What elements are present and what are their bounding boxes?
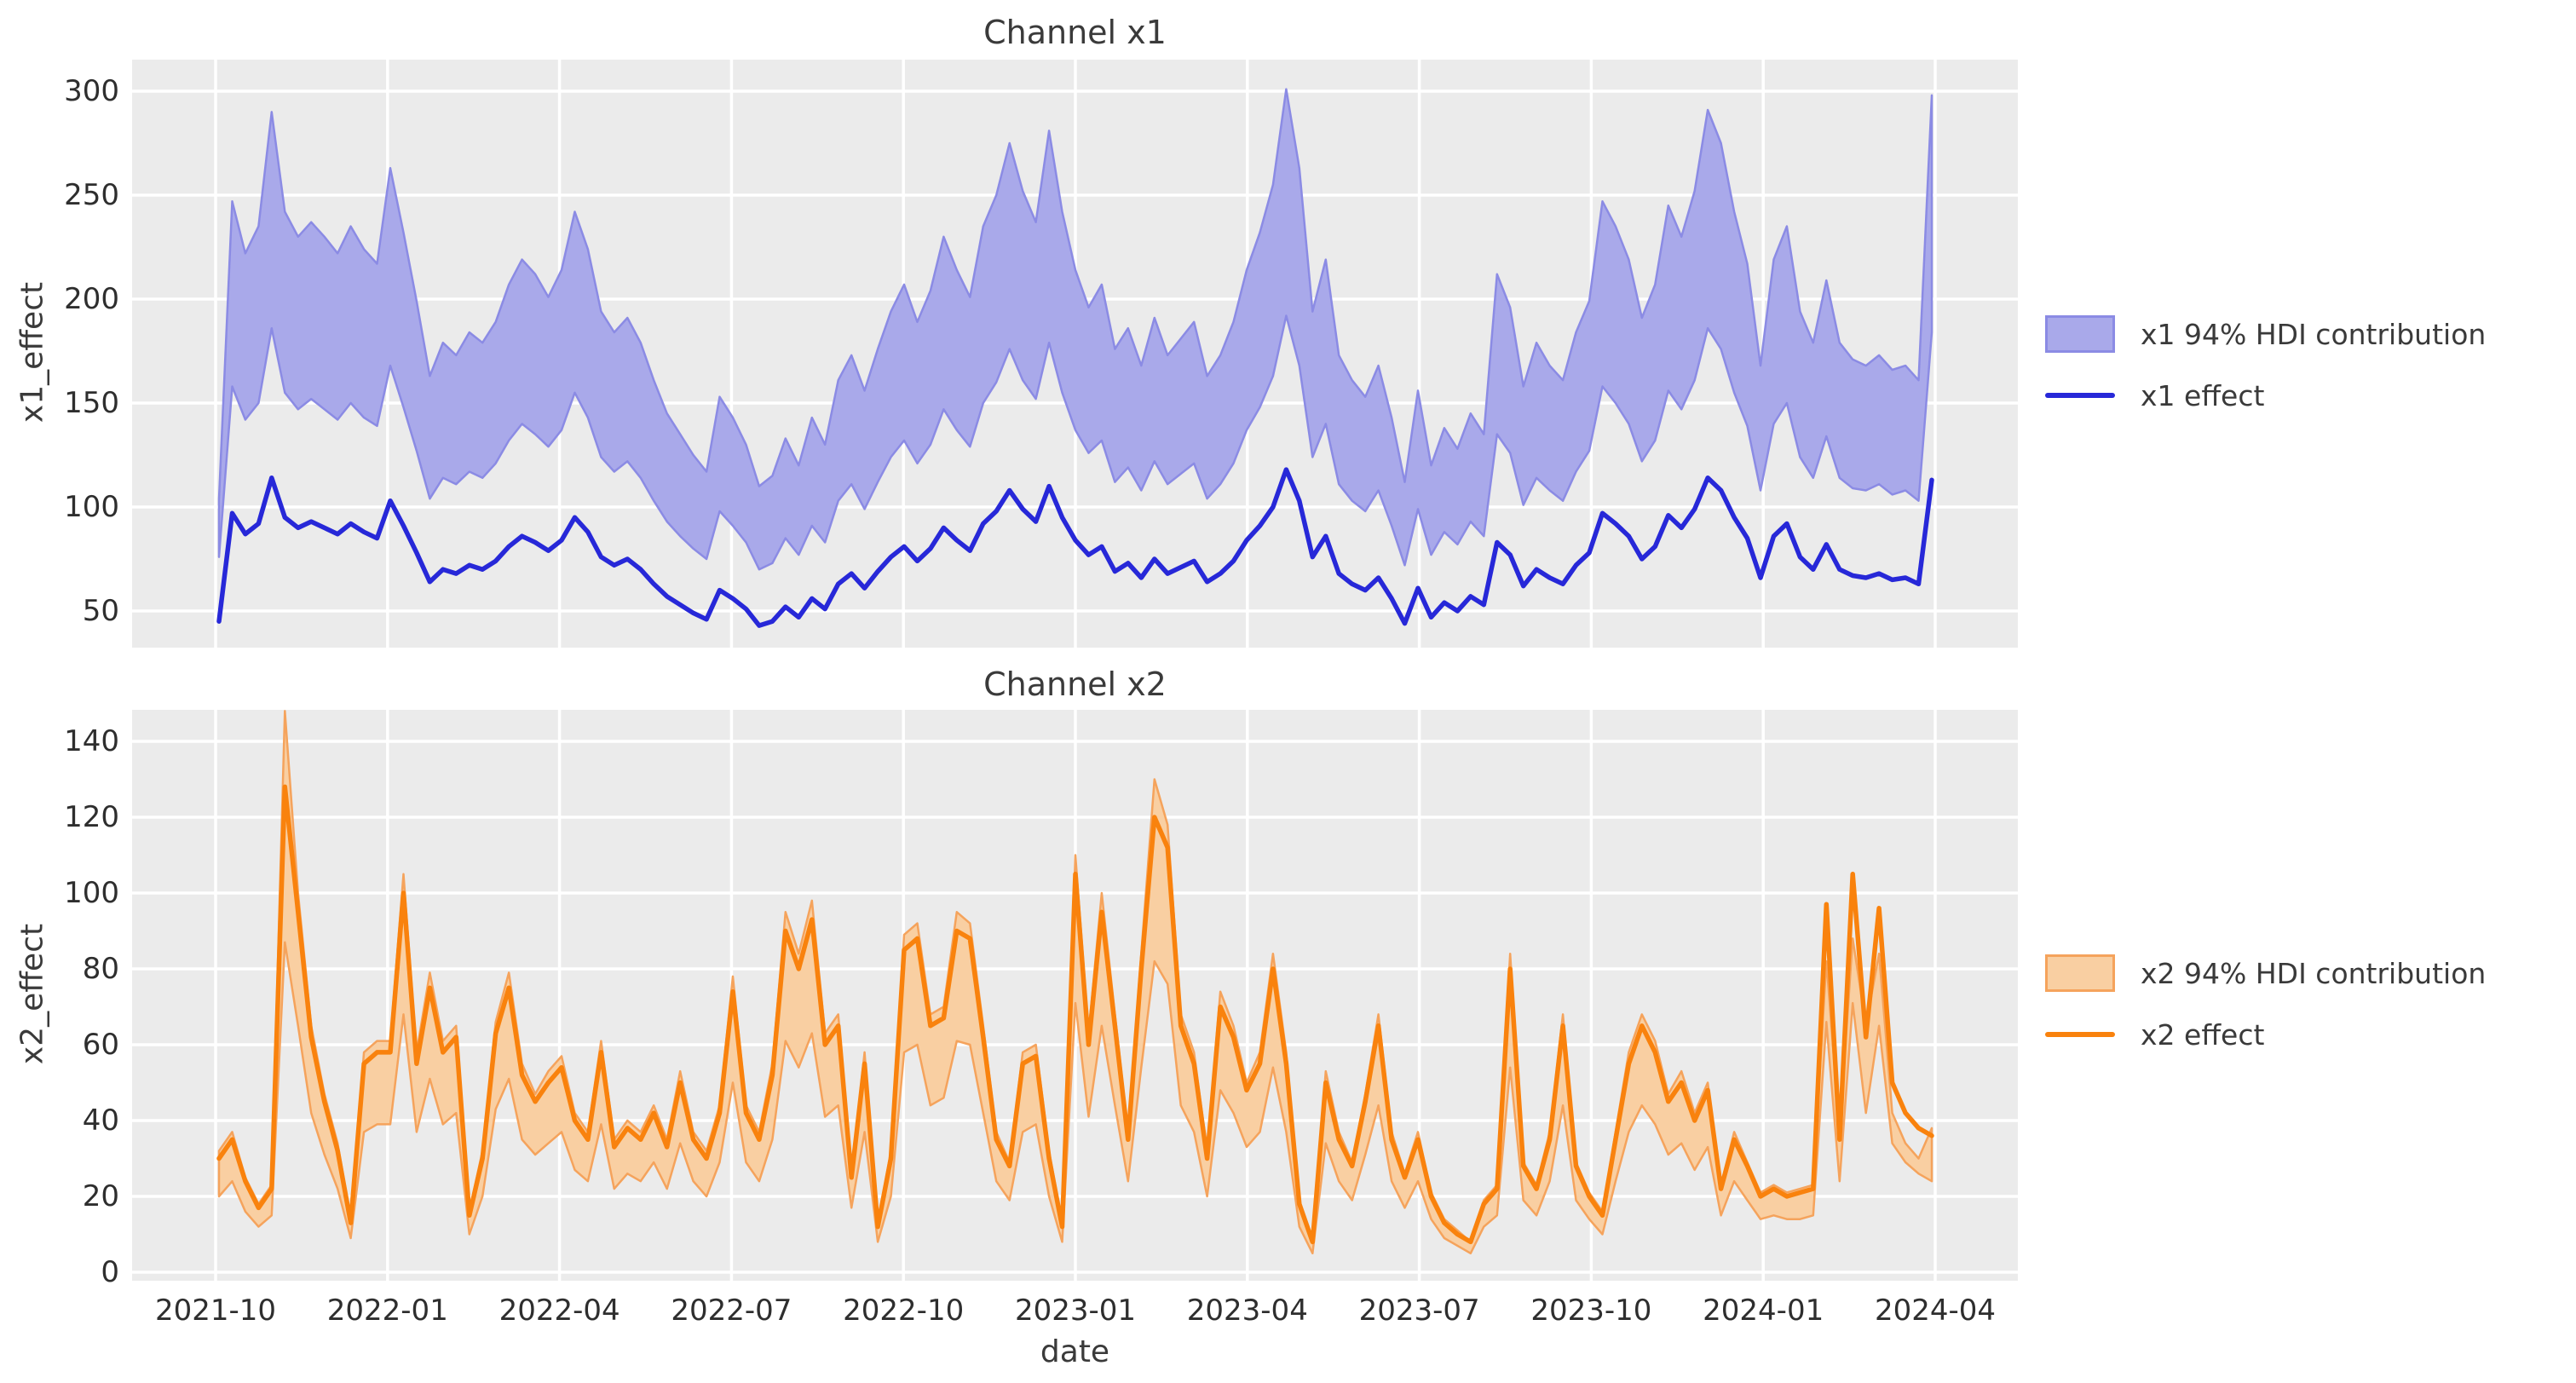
hdi-band bbox=[217, 88, 1933, 571]
x-tick-label: 2022-10 bbox=[843, 1294, 965, 1328]
y-tick-label: 100 bbox=[64, 490, 119, 524]
y-tick-label: 40 bbox=[82, 1104, 119, 1138]
legend-row: x1 effect bbox=[2045, 365, 2486, 426]
x-tick-label: 2024-01 bbox=[1703, 1294, 1824, 1328]
legend-label: x1 94% HDI contribution bbox=[2141, 317, 2487, 351]
y-tick-label: 300 bbox=[64, 74, 119, 108]
y-tick-label: 20 bbox=[82, 1179, 119, 1213]
y-tick-label: 100 bbox=[64, 876, 119, 910]
y-axis-label-x1: x1_effect bbox=[14, 281, 50, 424]
x-tick-label: 2023-10 bbox=[1530, 1294, 1652, 1328]
legend-label: x1 effect bbox=[2141, 378, 2265, 412]
chart-title-x2: Channel x2 bbox=[983, 666, 1167, 703]
legend-line-swatch bbox=[2045, 393, 2115, 398]
y-tick-label: 80 bbox=[82, 952, 119, 986]
effect-line bbox=[216, 784, 1934, 1245]
y-tick-label: 140 bbox=[64, 724, 119, 758]
y-tick-label: 200 bbox=[64, 282, 119, 316]
x-tick-label: 2022-07 bbox=[671, 1294, 792, 1328]
legend-x1: x1 94% HDI contribution x1 effect bbox=[2045, 303, 2486, 426]
y-tick-label: 120 bbox=[64, 800, 119, 834]
legend-band-swatch bbox=[2045, 315, 2115, 353]
legend-line-swatch bbox=[2045, 1032, 2115, 1037]
y-tick-label: 250 bbox=[64, 178, 119, 212]
effect-line bbox=[216, 467, 1934, 628]
x-tick-label: 2024-04 bbox=[1874, 1294, 1997, 1328]
x-tick-label: 2022-04 bbox=[498, 1294, 620, 1328]
y-tick-label: 50 bbox=[82, 594, 119, 628]
legend-x2: x2 94% HDI contribution x2 effect bbox=[2045, 942, 2486, 1065]
x-tick-label: 2021-10 bbox=[154, 1294, 277, 1328]
legend-band-swatch bbox=[2045, 954, 2115, 992]
x-tick-label: 2023-01 bbox=[1014, 1294, 1137, 1328]
legend-label: x2 94% HDI contribution bbox=[2141, 956, 2487, 990]
x-tick-label: 2023-04 bbox=[1186, 1294, 1308, 1328]
legend-row: x2 94% HDI contribution bbox=[2045, 942, 2486, 1004]
y-tick-label: 0 bbox=[101, 1255, 119, 1289]
legend-row: x1 94% HDI contribution bbox=[2045, 303, 2486, 365]
chart-x2-canvas bbox=[132, 710, 2018, 1281]
x-tick-label: 2022-01 bbox=[326, 1294, 448, 1328]
chart-title-x1: Channel x1 bbox=[983, 14, 1167, 51]
chart-x1-canvas bbox=[132, 60, 2018, 648]
y-tick-label: 150 bbox=[64, 386, 119, 420]
legend-label: x2 effect bbox=[2141, 1017, 2265, 1052]
y-tick-label: 60 bbox=[82, 1028, 119, 1062]
x-tick-label: 2023-07 bbox=[1358, 1294, 1480, 1328]
legend-row: x2 effect bbox=[2045, 1004, 2486, 1065]
x-axis-label-date: date bbox=[1040, 1334, 1110, 1369]
